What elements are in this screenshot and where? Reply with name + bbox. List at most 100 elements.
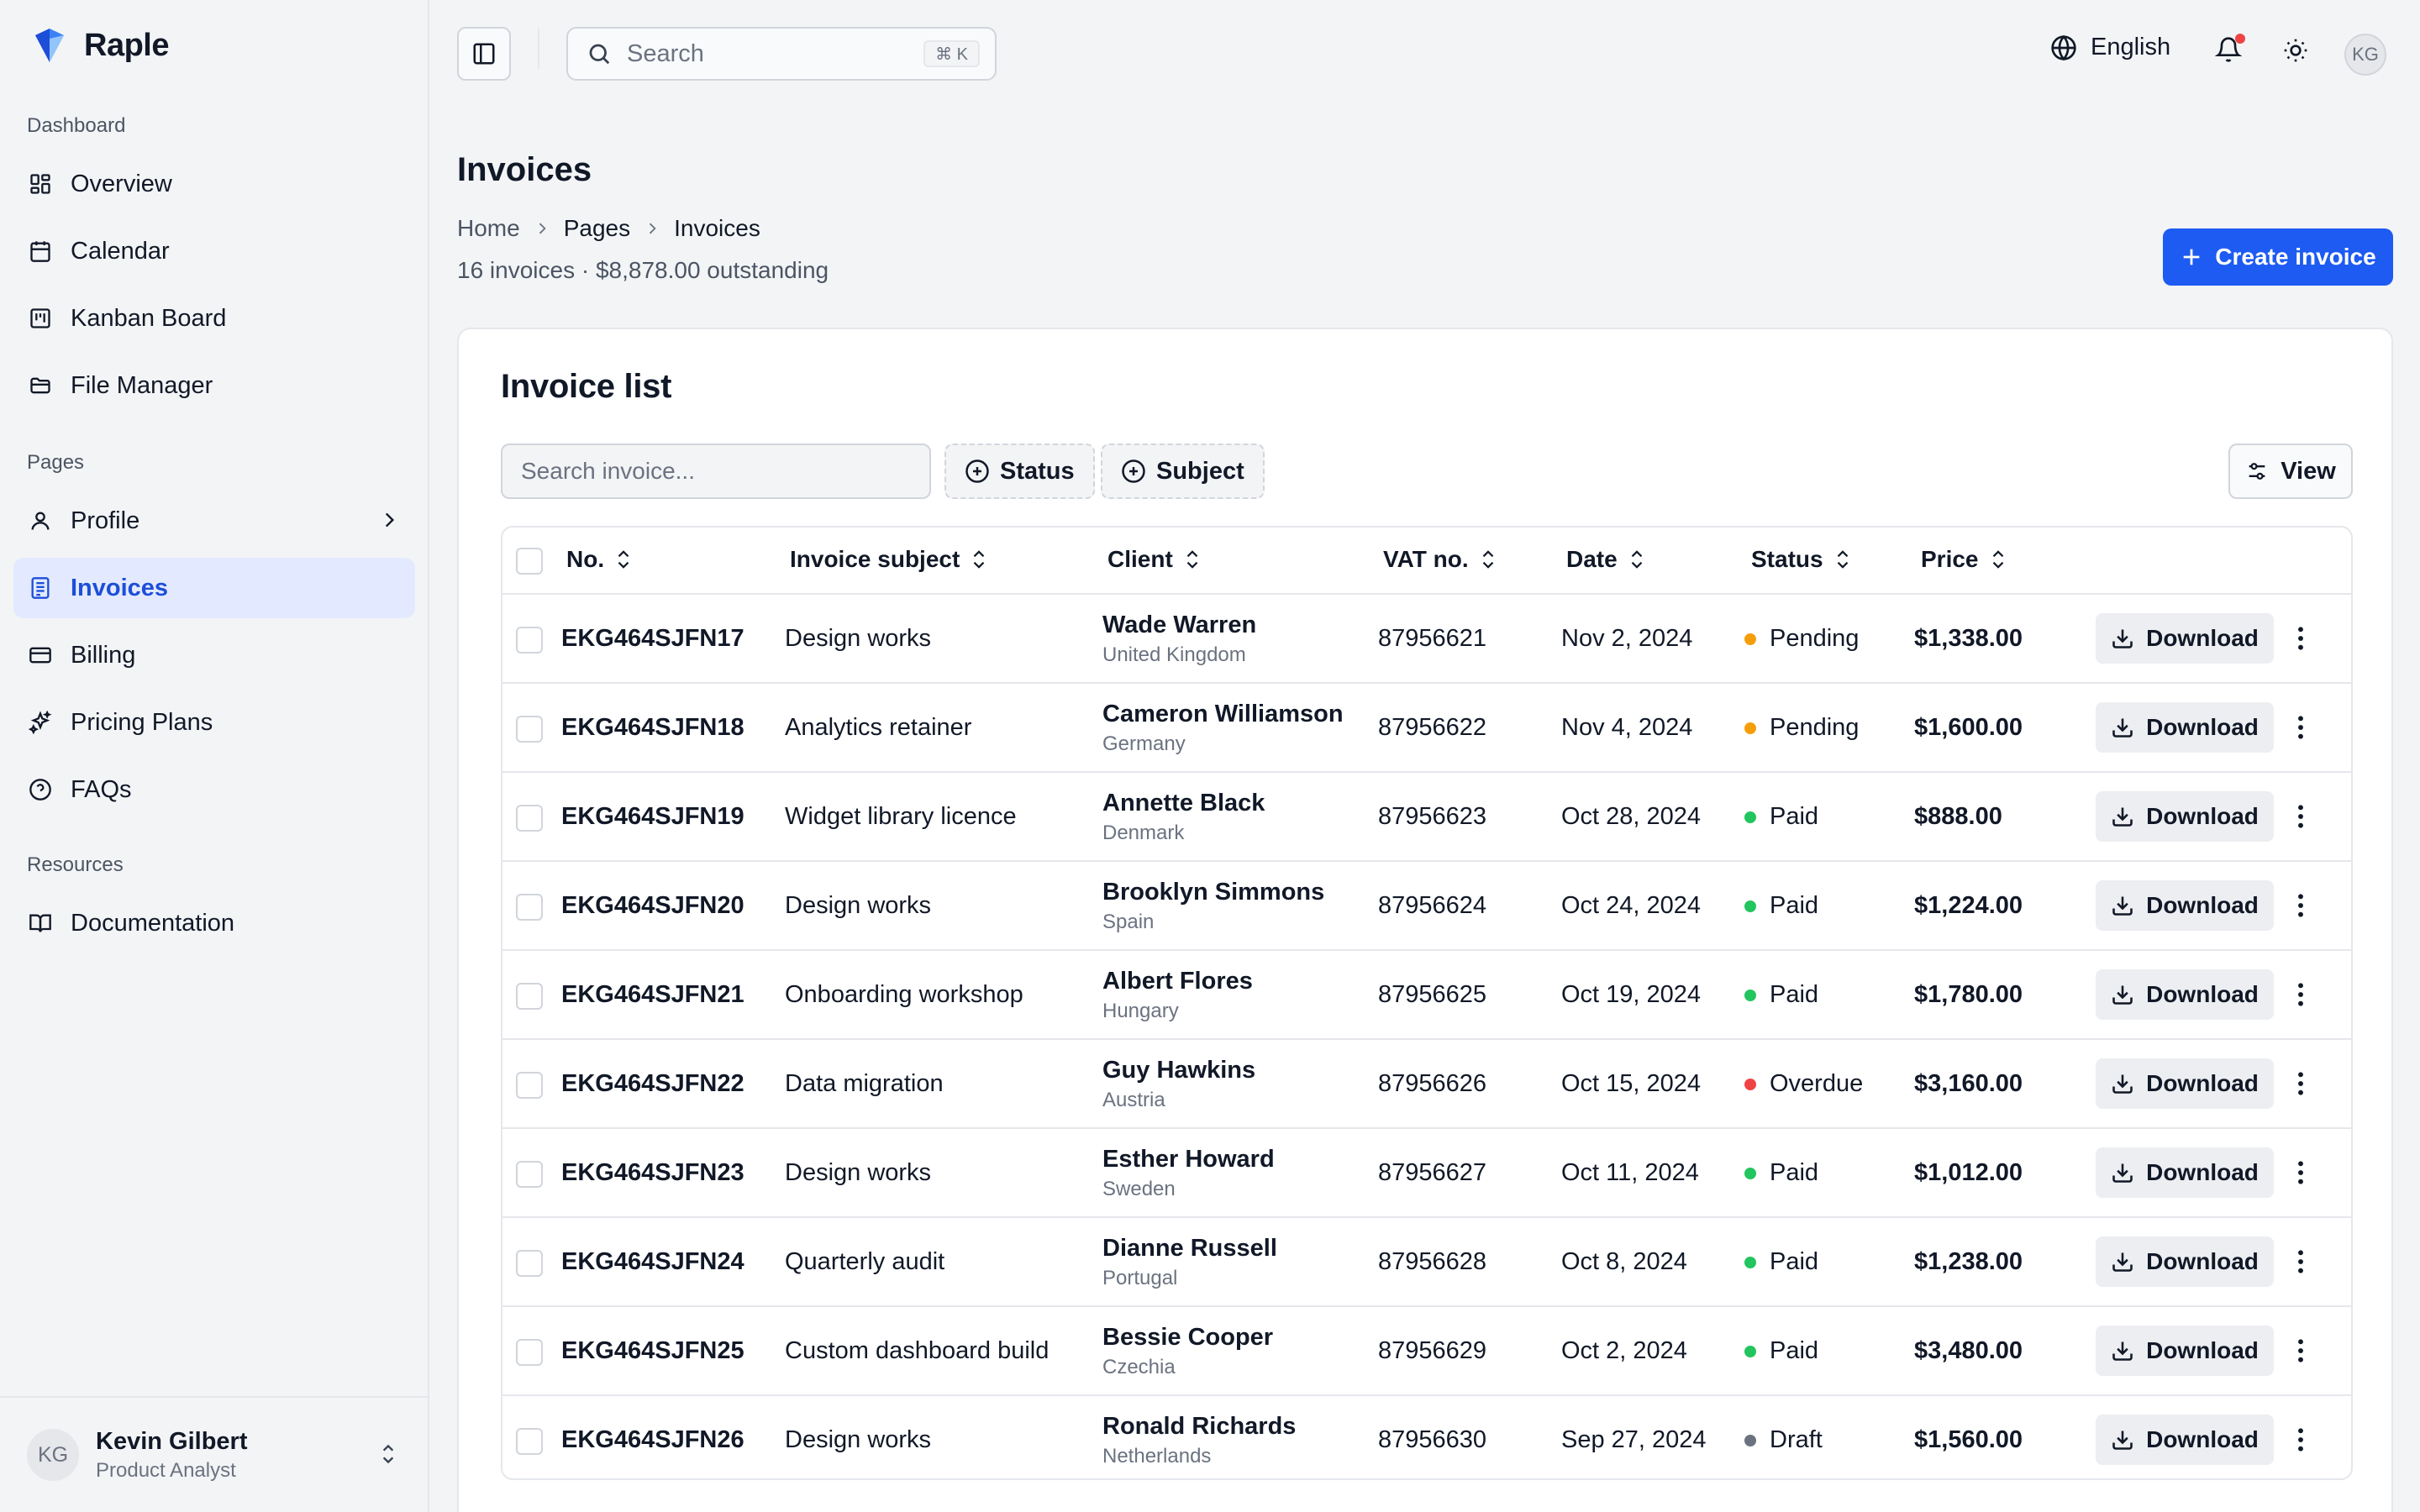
more-actions-icon[interactable] — [2296, 1337, 2306, 1364]
bell-icon — [2215, 35, 2242, 64]
vat-number: 87956622 — [1378, 714, 1487, 741]
sidebar-item-documentation[interactable]: Documentation — [13, 893, 415, 953]
table-row[interactable]: EKG464SJFN21 Onboarding workshop Albert … — [502, 951, 2351, 1040]
more-actions-icon[interactable] — [2296, 1159, 2306, 1186]
table-row[interactable]: EKG464SJFN19 Widget library licence Anne… — [502, 773, 2351, 862]
sidebar-item-file-manager[interactable]: File Manager — [13, 355, 415, 416]
theme-toggle-button[interactable] — [2282, 37, 2309, 64]
status-dot — [1744, 1078, 1756, 1090]
download-label: Download — [2146, 625, 2259, 651]
download-button[interactable]: Download — [2096, 1236, 2274, 1287]
row-checkbox[interactable] — [516, 1339, 543, 1366]
table-row[interactable]: EKG464SJFN23 Design works Esther Howard … — [502, 1129, 2351, 1218]
status-badge: Pending — [1744, 625, 1859, 653]
subject-filter-button[interactable]: Subject — [1101, 444, 1265, 499]
kanban-icon — [27, 305, 54, 332]
more-actions-icon[interactable] — [2296, 625, 2306, 652]
column-header-date[interactable]: Date — [1566, 546, 1646, 573]
breadcrumb-home[interactable]: Home — [457, 215, 520, 241]
sidebar-item-label: Pricing Plans — [71, 708, 213, 736]
table-row[interactable]: EKG464SJFN24 Quarterly audit Dianne Russ… — [502, 1218, 2351, 1307]
sidebar-item-kanban[interactable]: Kanban Board — [13, 288, 415, 349]
column-header-no[interactable]: No. — [566, 546, 633, 573]
plus-circle-icon — [965, 459, 990, 484]
download-icon — [2111, 716, 2134, 739]
column-header-client[interactable]: Client — [1107, 546, 1202, 573]
sidebar-toggle-button[interactable] — [457, 27, 511, 81]
table-row[interactable]: EKG464SJFN25 Custom dashboard build Bess… — [502, 1307, 2351, 1396]
row-checkbox[interactable] — [516, 894, 543, 921]
download-label: Download — [2146, 1426, 2259, 1452]
status-badge: Draft — [1744, 1426, 1823, 1454]
row-checkbox[interactable] — [516, 716, 543, 743]
table-row[interactable]: EKG464SJFN26 Design works Ronald Richard… — [502, 1396, 2351, 1478]
invoice-price: $1,600.00 — [1914, 714, 2023, 741]
download-button[interactable]: Download — [2096, 702, 2274, 753]
create-invoice-label: Create invoice — [2215, 244, 2376, 270]
view-options-button[interactable]: View — [2228, 444, 2353, 499]
more-actions-icon[interactable] — [2296, 714, 2306, 741]
avatar[interactable]: KG — [2344, 34, 2386, 76]
more-actions-icon[interactable] — [2296, 1070, 2306, 1097]
column-header-status[interactable]: Status — [1751, 546, 1852, 573]
table-row[interactable]: EKG464SJFN18 Analytics retainer Cameron … — [502, 684, 2351, 773]
client-name: Ronald Richards — [1102, 1413, 1297, 1440]
sidebar-item-calendar[interactable]: Calendar — [13, 221, 415, 281]
more-actions-icon[interactable] — [2296, 981, 2306, 1008]
client-country: Czechia — [1102, 1356, 1176, 1378]
status-filter-button[interactable]: Status — [944, 444, 1095, 499]
select-all-checkbox[interactable] — [516, 548, 543, 575]
download-button[interactable]: Download — [2096, 969, 2274, 1020]
language-selector[interactable]: English — [2050, 34, 2170, 61]
row-checkbox[interactable] — [516, 805, 543, 832]
create-invoice-button[interactable]: Create invoice — [2163, 228, 2393, 286]
sidebar-item-billing[interactable]: Billing — [13, 625, 415, 685]
notifications-button[interactable] — [2215, 34, 2245, 64]
status-badge: Paid — [1744, 1337, 1818, 1365]
table-row[interactable]: EKG464SJFN22 Data migration Guy Hawkins … — [502, 1040, 2351, 1129]
invoice-price: $1,224.00 — [1914, 892, 2023, 919]
download-button[interactable]: Download — [2096, 880, 2274, 931]
more-actions-icon[interactable] — [2296, 892, 2306, 919]
column-header-subject[interactable]: Invoice subject — [790, 546, 988, 573]
breadcrumb-pages[interactable]: Pages — [563, 215, 631, 241]
section-dashboard: Dashboard — [27, 114, 126, 137]
row-checkbox[interactable] — [516, 983, 543, 1010]
sidebar-item-profile[interactable]: Profile — [13, 491, 415, 551]
row-checkbox[interactable] — [516, 1161, 543, 1188]
row-checkbox[interactable] — [516, 627, 543, 654]
column-header-vat[interactable]: VAT no. — [1383, 546, 1497, 573]
download-button[interactable]: Download — [2096, 1415, 2274, 1465]
more-actions-icon[interactable] — [2296, 1248, 2306, 1275]
download-button[interactable]: Download — [2096, 1147, 2274, 1198]
sidebar-item-label: Profile — [71, 507, 140, 534]
download-button[interactable]: Download — [2096, 1058, 2274, 1109]
client-name: Wade Warren — [1102, 612, 1257, 638]
client-country: Austria — [1102, 1089, 1165, 1111]
download-button[interactable]: Download — [2096, 613, 2274, 664]
download-icon — [2111, 983, 2134, 1006]
row-checkbox[interactable] — [516, 1250, 543, 1277]
sidebar-item-overview[interactable]: Overview — [13, 154, 415, 214]
user-menu[interactable]: KG Kevin Gilbert Product Analyst — [0, 1396, 428, 1512]
table-row[interactable]: EKG464SJFN17 Design works Wade Warren Un… — [502, 595, 2351, 684]
chevron-right-icon — [644, 220, 660, 237]
table-row[interactable]: EKG464SJFN20 Design works Brooklyn Simmo… — [502, 862, 2351, 951]
invoice-search-input[interactable]: Search invoice... — [501, 444, 931, 499]
sort-icon — [970, 548, 988, 571]
more-actions-icon[interactable] — [2296, 1426, 2306, 1453]
column-header-price[interactable]: Price — [1921, 546, 2007, 573]
search-icon — [587, 41, 612, 66]
download-button[interactable]: Download — [2096, 1326, 2274, 1376]
download-button[interactable]: Download — [2096, 791, 2274, 842]
invoice-price: $888.00 — [1914, 803, 2002, 830]
subject-filter-label: Subject — [1156, 457, 1244, 485]
row-checkbox[interactable] — [516, 1072, 543, 1099]
sidebar-item-faqs[interactable]: FAQs — [13, 759, 415, 820]
sidebar-item-invoices[interactable]: Invoices — [13, 558, 415, 618]
more-actions-icon[interactable] — [2296, 803, 2306, 830]
row-checkbox[interactable] — [516, 1428, 543, 1455]
sidebar-item-pricing-plans[interactable]: Pricing Plans — [13, 692, 415, 753]
search-input[interactable]: Search ⌘ K — [566, 27, 997, 81]
brand[interactable]: Raple — [32, 27, 169, 64]
